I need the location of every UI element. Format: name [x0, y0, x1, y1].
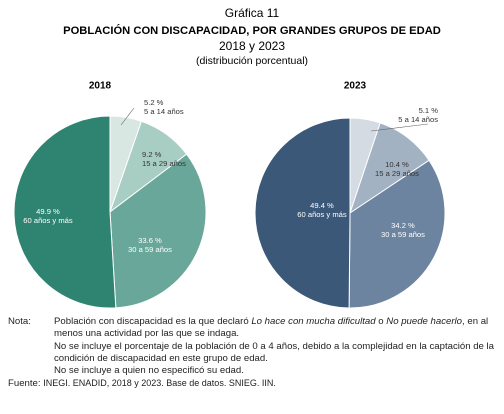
- note-text: Población con discapacidad es la que dec…: [54, 316, 496, 341]
- value-label: 5.2 %: [144, 98, 164, 107]
- pie-slice: [348, 159, 446, 309]
- note-text: No se incluye a quien no especificó su e…: [54, 365, 244, 377]
- figure-number: Gráfica 11: [225, 6, 280, 20]
- leader-line: [120, 107, 135, 126]
- category-label: 15 a 29 años: [142, 159, 186, 168]
- chart-years: 2018 y 2023: [219, 39, 285, 53]
- pie-title: 2018: [89, 81, 112, 92]
- category-label: 60 años y más: [23, 216, 73, 225]
- value-label: 10.4 %: [385, 160, 409, 169]
- value-label: 34.2 %: [391, 221, 415, 230]
- value-label: 9.2 %: [142, 150, 162, 159]
- note-segment: No puede hacerlo: [386, 316, 463, 327]
- note-segment: Lo hace con mucha dificultad: [251, 316, 376, 327]
- value-label: 49.9 %: [36, 207, 60, 216]
- pie-slice: [109, 153, 207, 309]
- category-label: 15 a 29 años: [375, 169, 419, 178]
- note-segment: Población con discapacidad es la que dec…: [54, 316, 252, 327]
- note-text: No se incluye el porcentaje de la poblac…: [54, 340, 495, 364]
- value-label: 33.6 %: [138, 236, 162, 245]
- category-label: 60 años y más: [297, 210, 347, 219]
- leader-line: [370, 123, 429, 132]
- value-label: 49.4 %: [310, 201, 334, 210]
- note: Nota: Población con discapacidad es la qu…: [8, 316, 496, 341]
- pie-slice: [13, 115, 117, 309]
- chart-subtitle: (distribución porcentual): [196, 55, 308, 67]
- source-text: INEGI. ENADID, 2018 y 2023. Base de dato…: [43, 378, 276, 389]
- pie-slice: [254, 117, 351, 309]
- note-segment: o: [375, 316, 387, 327]
- source: Fuente: INEGI. ENADID, 2018 y 2023. Base…: [8, 377, 496, 390]
- category-label: 30 a 59 años: [128, 245, 172, 254]
- source-label: Fuente:: [8, 378, 41, 390]
- note-label: Nota:: [8, 316, 31, 327]
- chart: Gráfica 11 POBLACIÓN CON DISCAPACIDAD, P…: [13, 6, 446, 309]
- pie-title: 2023: [344, 81, 367, 92]
- category-label: 5 a 14 años: [144, 107, 184, 116]
- notes: Nota: Población con discapacidad es la qu…: [8, 316, 496, 391]
- note-segment: , en al menos una actividad por las que …: [54, 316, 489, 340]
- chart-title: POBLACIÓN CON DISCAPACIDAD, POR GRANDES …: [63, 24, 441, 37]
- category-label: 5 a 14 años: [398, 115, 438, 124]
- category-label: 30 a 59 años: [381, 230, 425, 239]
- value-label: 5.1 %: [419, 106, 439, 115]
